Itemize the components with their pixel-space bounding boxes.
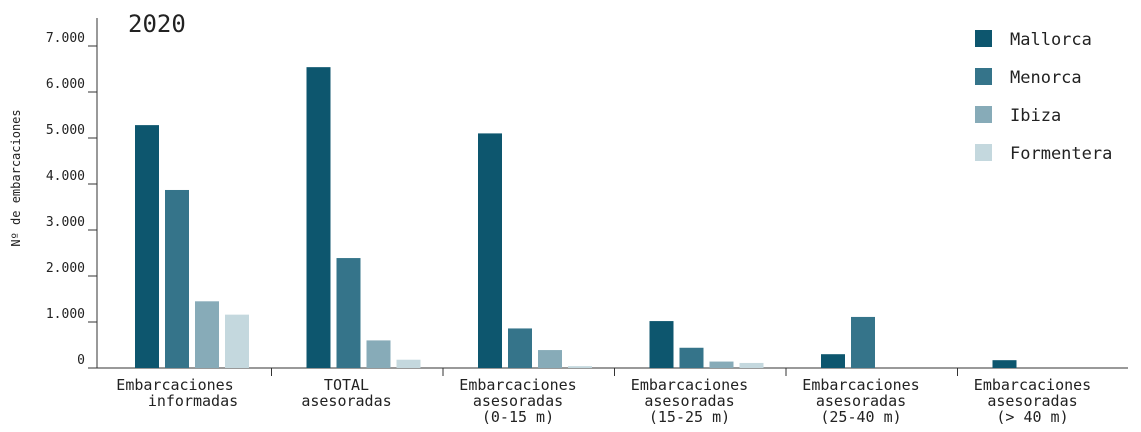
y-tick-label: 0	[77, 353, 85, 368]
legend: Mallorca Menorca Ibiza Formentera	[975, 30, 1112, 164]
legend-swatch	[975, 144, 992, 161]
bar-mallorca	[992, 360, 1017, 368]
y-tick-label: 3.000	[46, 215, 85, 230]
bar-ibiza	[538, 350, 562, 368]
y-tick-label: 6.000	[46, 77, 85, 92]
bar-mallorca	[821, 354, 845, 368]
y-tick-label: 4.000	[46, 169, 85, 184]
bar-mallorca	[135, 125, 159, 369]
y-tick-label: 1.000	[46, 307, 85, 322]
y-tick-label: 7.000	[46, 31, 85, 46]
x-axis	[97, 367, 1128, 376]
legend-label: Ibiza	[1010, 106, 1061, 126]
chart-title: 2020	[128, 10, 186, 38]
bar-formentera	[225, 314, 249, 368]
legend-swatch	[975, 106, 992, 123]
bar-menorca	[336, 258, 361, 368]
y-axis-label: Nº de embarcaciones	[9, 109, 23, 246]
bar-formentera	[396, 359, 421, 368]
bar-menorca	[165, 189, 189, 368]
bars	[135, 67, 1017, 369]
x-category-label: TOTAL asesoradas	[301, 376, 391, 410]
bar-menorca	[679, 347, 704, 368]
y-axis: 0 1.000 2.000 3.000 4.000 5.000 6.000 7.000	[46, 18, 98, 369]
legend-swatch	[975, 30, 992, 47]
bar-ibiza	[709, 361, 734, 368]
legend-label: Mallorca	[1010, 30, 1092, 50]
bar-menorca	[508, 328, 532, 368]
x-category-label: Embarcaciones informadas	[116, 376, 238, 410]
bar-ibiza	[366, 340, 391, 368]
legend-label: Formentera	[1010, 144, 1112, 164]
y-tick-label: 5.000	[46, 123, 85, 138]
category-labels: Embarcaciones informadas TOTAL asesoradas Em…	[116, 376, 1091, 426]
bar-ibiza	[195, 301, 219, 368]
y-tick-label: 2.000	[46, 261, 85, 276]
x-category-label: Embarcaciones asesoradas (> 40 m)	[974, 376, 1091, 426]
bar-menorca	[851, 316, 875, 368]
legend-label: Menorca	[1010, 68, 1082, 88]
bar-mallorca	[649, 321, 674, 368]
bar-formentera	[739, 362, 764, 368]
bar-formentera	[568, 366, 592, 368]
x-category-label: Embarcaciones asesoradas (0-15 m)	[459, 376, 576, 426]
bar-mallorca	[478, 133, 502, 368]
x-category-label: Embarcaciones asesoradas (15-25 m)	[631, 376, 748, 426]
x-category-label: Embarcaciones asesoradas (25-40 m)	[802, 376, 919, 426]
legend-swatch	[975, 68, 992, 85]
bar-mallorca	[306, 67, 331, 368]
